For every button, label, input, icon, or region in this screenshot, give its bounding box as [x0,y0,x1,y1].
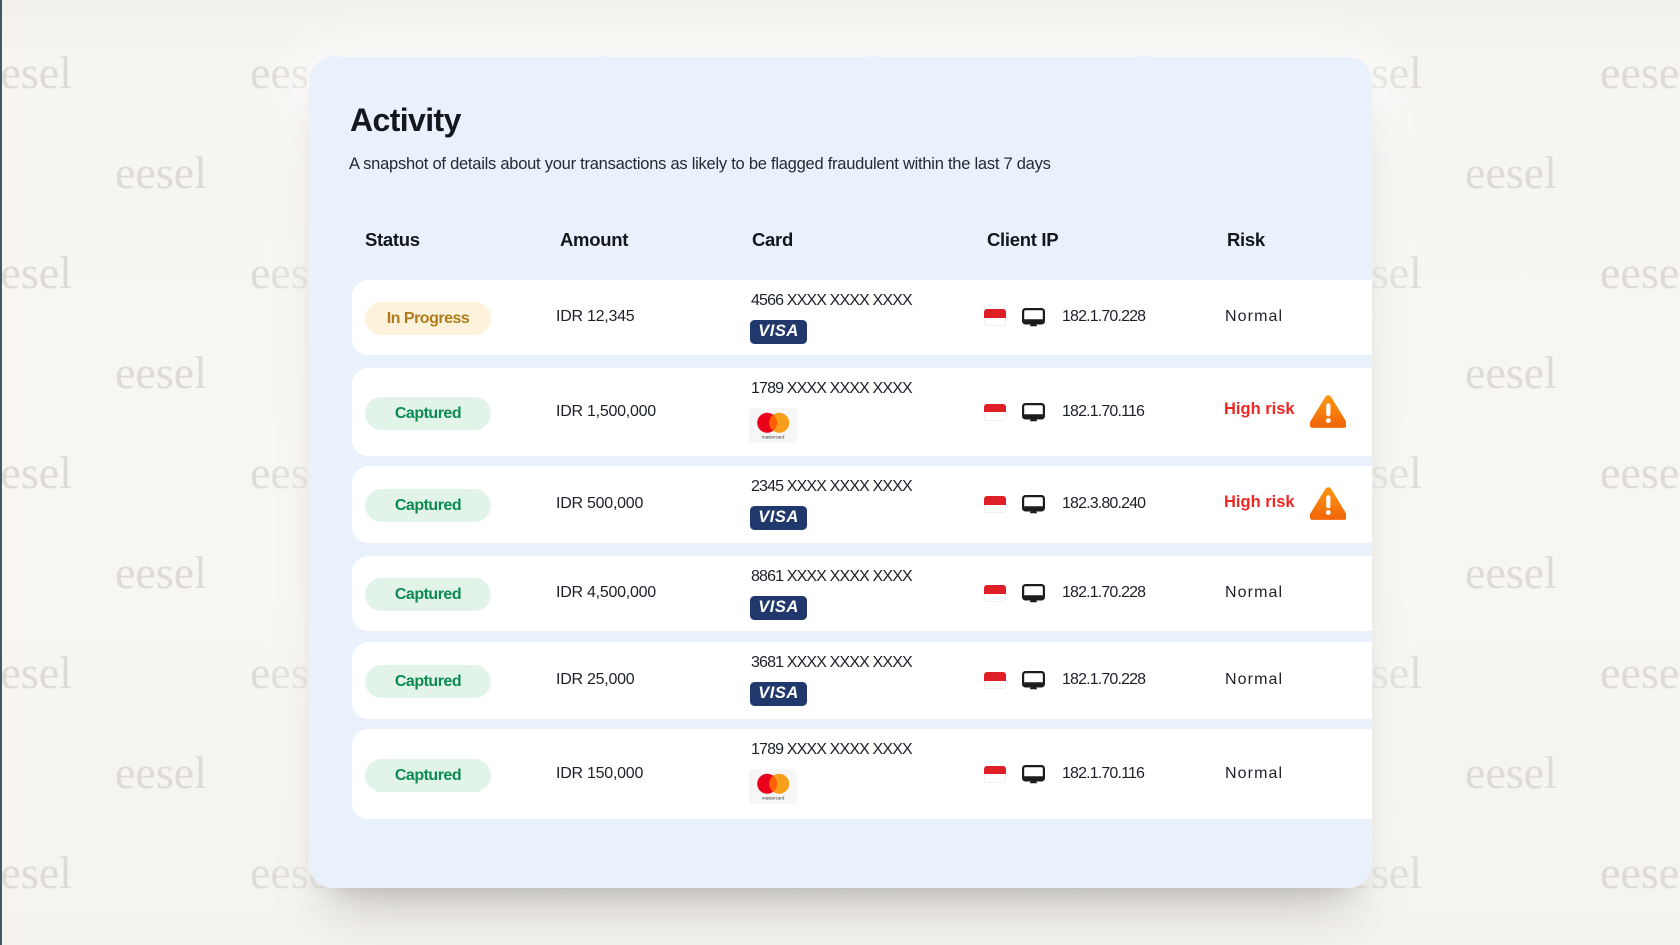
svg-text:mastercard: mastercard [761,435,784,440]
svg-text:mastercard: mastercard [761,796,784,801]
